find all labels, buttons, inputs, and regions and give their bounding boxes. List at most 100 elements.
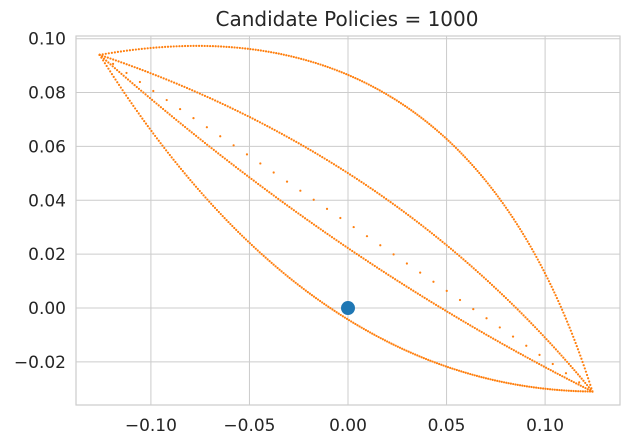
policy-point [402,210,405,213]
policy-point [428,230,431,233]
policy-point [501,342,504,345]
policy-point [546,387,549,391]
policy-point [551,344,554,347]
policy-point [462,370,465,374]
policy-point [558,373,562,377]
policy-point [460,152,463,155]
policy-point [306,291,309,294]
policy-point [528,242,531,246]
policy-point [435,235,438,238]
policy-point [232,144,235,147]
policy-point [268,191,271,194]
policy-point [389,95,392,98]
policy-point [165,78,168,81]
policy-point [466,322,470,326]
policy-point [580,357,583,360]
policy-point [345,317,349,320]
policy-point [342,168,345,172]
policy-point [539,387,542,390]
policy-point [206,198,209,201]
policy-point [583,367,586,370]
policy-point [498,380,501,383]
policy-point [570,389,573,392]
policy-point [482,376,485,379]
policy-point [143,47,146,50]
policy-point [375,266,379,269]
policy-point [261,122,264,125]
policy-point [429,359,432,362]
y-axis-ticks: −0.02 0.00 0.02 0.04 0.06 0.08 0.10 [14,30,66,373]
policy-point [500,293,504,296]
policy-point [328,66,332,69]
policy-point [120,61,123,64]
policy-point [585,383,589,387]
policy-point [367,83,370,86]
policy-point [586,388,589,391]
policy-point [157,104,160,107]
policy-point [502,295,506,298]
y-tick-label: −0.02 [14,353,66,373]
policy-point [328,234,331,237]
policy-point [491,378,494,381]
policy-point [333,309,336,312]
policy-point [462,258,465,261]
policy-point [311,150,314,153]
policy-point [279,199,282,202]
policy-point [529,245,532,248]
policy-point [338,70,341,73]
policy-point [151,98,154,101]
policy-point [126,96,130,100]
policy-point [398,281,401,284]
policy-point [525,237,528,241]
policy-point [388,341,391,344]
policy-point [112,58,115,61]
policy-point [508,211,511,214]
policy-point [165,149,168,152]
x-axis-ticks: −0.10 −0.05 0.00 0.05 0.10 [125,416,564,436]
policy-point [365,82,368,85]
policy-point [524,355,527,358]
policy-point [531,359,534,362]
policy-point [299,213,302,217]
policy-point [114,59,117,62]
policy-point [575,371,578,374]
policy-point [117,60,120,63]
policy-point [384,272,388,275]
policy-point [179,122,182,125]
policy-point [474,167,477,171]
policy-point [511,335,515,338]
policy-point [219,45,223,48]
policy-point [407,350,410,353]
policy-point [197,136,200,139]
policy-point [565,377,569,380]
policy-point [274,265,277,268]
policy-point [399,102,403,105]
policy-point [298,284,301,288]
policy-point [205,126,208,129]
policy-point [508,346,511,349]
policy-point [369,261,372,265]
policy-point [254,48,257,51]
policy-point [367,185,370,188]
policy-point [480,274,483,277]
policy-point [469,324,472,327]
policy-point [509,213,512,216]
policy-point [144,93,147,96]
policy-point [464,156,467,159]
policy-point [414,112,417,115]
policy-point [579,354,582,357]
policy-point [584,390,587,393]
policy-point [517,225,520,228]
policy-point [172,116,176,120]
policy-point [377,335,380,339]
policy-point [104,52,107,55]
policy-point [547,340,550,343]
policy-point [221,155,224,158]
policy-point [512,382,515,386]
policy-point [146,71,149,74]
policy-point [581,360,584,364]
policy-point [496,195,499,198]
policy-point [456,148,459,151]
policy-point [312,223,316,226]
policy-point [430,124,433,127]
